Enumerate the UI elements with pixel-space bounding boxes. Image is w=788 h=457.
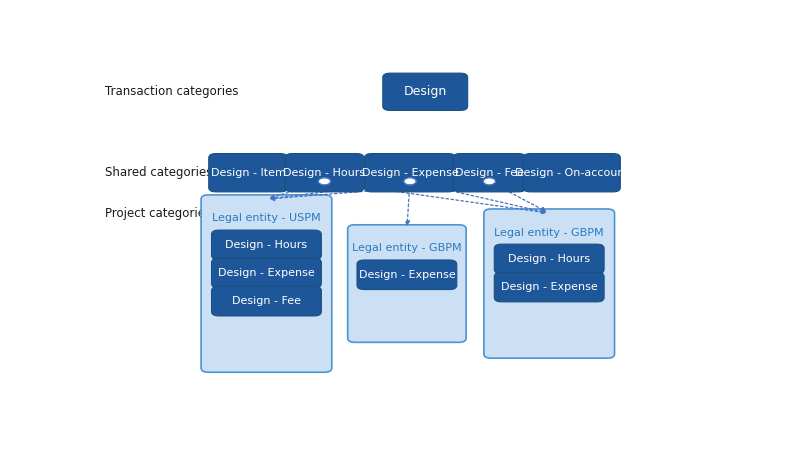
Circle shape <box>318 178 331 185</box>
FancyBboxPatch shape <box>357 260 457 290</box>
Circle shape <box>403 178 416 185</box>
Circle shape <box>483 178 496 185</box>
FancyBboxPatch shape <box>211 230 322 260</box>
FancyBboxPatch shape <box>365 154 455 192</box>
FancyBboxPatch shape <box>211 287 322 316</box>
Text: Shared categories: Shared categories <box>105 166 212 179</box>
FancyBboxPatch shape <box>494 244 604 274</box>
Text: Design - Expense: Design - Expense <box>359 270 455 280</box>
Circle shape <box>403 178 416 185</box>
Text: Design - Item: Design - Item <box>210 168 285 178</box>
FancyBboxPatch shape <box>453 154 526 192</box>
Text: Design: Design <box>403 85 447 98</box>
Circle shape <box>403 178 416 185</box>
Text: Design - Hours: Design - Hours <box>225 240 307 250</box>
FancyBboxPatch shape <box>383 73 467 111</box>
FancyBboxPatch shape <box>523 154 620 192</box>
Text: Design - Hours: Design - Hours <box>508 254 590 264</box>
FancyBboxPatch shape <box>201 195 332 372</box>
Text: Design - Hours: Design - Hours <box>284 168 366 178</box>
Circle shape <box>318 178 331 185</box>
Text: Design - Expense: Design - Expense <box>218 268 315 278</box>
Text: Design - Expense: Design - Expense <box>501 282 597 292</box>
FancyBboxPatch shape <box>211 258 322 288</box>
Text: Design - Fee: Design - Fee <box>455 168 524 178</box>
Text: Legal entity - USPM: Legal entity - USPM <box>212 213 321 223</box>
Text: Transaction categories: Transaction categories <box>105 85 238 98</box>
Text: Design - On-account: Design - On-account <box>515 168 629 178</box>
FancyBboxPatch shape <box>285 154 364 192</box>
Text: Project categories: Project categories <box>105 207 210 220</box>
FancyBboxPatch shape <box>348 225 466 342</box>
Text: Design - Expense: Design - Expense <box>362 168 459 178</box>
FancyBboxPatch shape <box>209 154 288 192</box>
Text: Legal entity - GBPM: Legal entity - GBPM <box>494 228 604 238</box>
Text: Legal entity - GBPM: Legal entity - GBPM <box>352 244 462 253</box>
Text: Design - Fee: Design - Fee <box>232 296 301 306</box>
FancyBboxPatch shape <box>494 272 604 302</box>
Circle shape <box>483 178 496 185</box>
FancyBboxPatch shape <box>484 209 615 358</box>
